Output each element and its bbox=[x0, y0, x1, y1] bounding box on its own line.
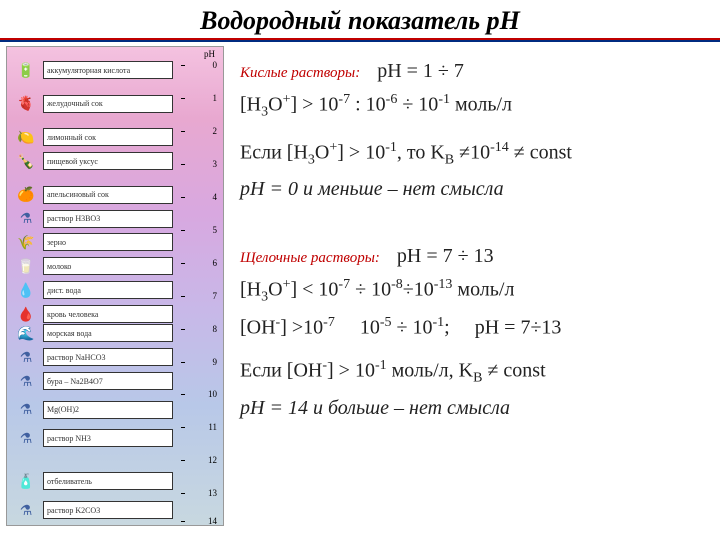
ph-item-icon: 🔋 bbox=[13, 61, 39, 81]
base-block: Щелочные растворы: рН = 7 ÷ 13 [H3O+] < … bbox=[240, 243, 702, 422]
base-note: рН = 14 и больше – нет смысла bbox=[240, 395, 702, 422]
ph-scale-item: апельсиновый сок bbox=[43, 186, 173, 204]
title-bar: Водородный показатель рН bbox=[0, 0, 720, 38]
ph-item-icon: ⚗ bbox=[13, 210, 39, 230]
ph-tick: 12 bbox=[185, 455, 217, 465]
ph-item-icon: 💧 bbox=[13, 281, 39, 301]
acid-range: рН = 1 ÷ 7 bbox=[377, 60, 464, 82]
ph-tick: 2 bbox=[185, 126, 217, 136]
ph-scale-item: желудочный сок bbox=[43, 95, 173, 113]
ph-scale-item: зерно bbox=[43, 233, 173, 251]
ph-item-icon: 🍋 bbox=[13, 128, 39, 148]
ph-scale-item: пищевой уксус bbox=[43, 152, 173, 170]
acid-cond: Если [H3O+] > 10-1, то KВ ≠10-14 ≠ const bbox=[240, 139, 702, 171]
ph-tick: 8 bbox=[185, 324, 217, 334]
ph-scale-item: лимонный сок bbox=[43, 128, 173, 146]
ph-item-icon: 🍊 bbox=[13, 186, 39, 206]
ph-item-icon: ⚗ bbox=[13, 372, 39, 392]
ph-scale-item: аккумуляторная кислота bbox=[43, 61, 173, 79]
ph-item-icon: ⚗ bbox=[13, 348, 39, 368]
ph-tick: 3 bbox=[185, 159, 217, 169]
ph-item-icon: 🫀 bbox=[13, 95, 39, 115]
base-cond: Если [ОН-] > 10-1 моль/л, KВ ≠ const bbox=[240, 357, 702, 389]
ph-scale-item: молоко bbox=[43, 257, 173, 275]
acid-block: Кислые растворы: рН = 1 ÷ 7 [H3O+] > 10-… bbox=[240, 58, 702, 203]
acid-conc: [H3O+] > 10-7 : 10-6 ÷ 10-1 моль/л bbox=[240, 91, 702, 123]
ph-tick: 6 bbox=[185, 258, 217, 268]
ph-tick: 5 bbox=[185, 225, 217, 235]
ph-item-icon: 🩸 bbox=[13, 305, 39, 325]
ph-scale-item: кровь человека bbox=[43, 305, 173, 323]
ph-tick: 10 bbox=[185, 389, 217, 399]
ph-item-icon: 🌾 bbox=[13, 233, 39, 253]
ph-scale-item: раствор H3BO3 bbox=[43, 210, 173, 228]
base-oh: [OH-] >10-7 10-5 ÷ 10-1; рН = 7÷13 bbox=[240, 314, 702, 342]
ph-item-icon: 🍾 bbox=[13, 152, 39, 172]
ph-scale-item: раствор K2CO3 bbox=[43, 501, 173, 519]
ph-ruler: 01234567891011121314 bbox=[185, 51, 217, 521]
acid-note: рН = 0 и меньше – нет смысла bbox=[240, 176, 702, 203]
ph-tick: 9 bbox=[185, 357, 217, 367]
page-title: Водородный показатель рН bbox=[0, 6, 720, 36]
ph-scale-item: раствор NaHCO3 bbox=[43, 348, 173, 366]
base-label: Щелочные растворы: bbox=[240, 248, 380, 268]
base-range: рН = 7 ÷ 13 bbox=[397, 245, 494, 267]
ph-scale: pH 01234567891011121314 аккумуляторная к… bbox=[6, 46, 224, 526]
ph-item-icon: ⚗ bbox=[13, 429, 39, 449]
ph-tick: 1 bbox=[185, 93, 217, 103]
base-header: Щелочные растворы: рН = 7 ÷ 13 bbox=[240, 243, 702, 270]
ph-scale-item: бура – Na2B4O7 bbox=[43, 372, 173, 390]
ph-scale-item: раствор NH3 bbox=[43, 429, 173, 447]
acid-header: Кислые растворы: рН = 1 ÷ 7 bbox=[240, 58, 702, 85]
ph-item-icon: 🥛 bbox=[13, 257, 39, 277]
ph-item-icon: ⚗ bbox=[13, 401, 39, 421]
ph-tick: 14 bbox=[185, 516, 217, 526]
ph-scale-item: дист. вода bbox=[43, 281, 173, 299]
ph-item-icon: 🌊 bbox=[13, 324, 39, 344]
ph-scale-item: Mg(OH)2 bbox=[43, 401, 173, 419]
ph-tick: 4 bbox=[185, 192, 217, 202]
content: pH 01234567891011121314 аккумуляторная к… bbox=[0, 42, 720, 532]
ph-tick: 0 bbox=[185, 60, 217, 70]
base-conc: [H3O+] < 10-7 ÷ 10-8÷10-13 моль/л bbox=[240, 276, 702, 308]
acid-label: Кислые растворы: bbox=[240, 63, 360, 83]
ph-tick: 13 bbox=[185, 488, 217, 498]
ph-scale-item: отбеливатель bbox=[43, 472, 173, 490]
ph-item-icon: ⚗ bbox=[13, 501, 39, 521]
ph-tick: 7 bbox=[185, 291, 217, 301]
ph-scale-item: морская вода bbox=[43, 324, 173, 342]
ph-tick: 11 bbox=[185, 422, 217, 432]
formulas-column: Кислые растворы: рН = 1 ÷ 7 [H3O+] > 10-… bbox=[230, 42, 720, 532]
ph-scale-column: pH 01234567891011121314 аккумуляторная к… bbox=[0, 42, 230, 532]
ph-item-icon: 🧴 bbox=[13, 472, 39, 492]
